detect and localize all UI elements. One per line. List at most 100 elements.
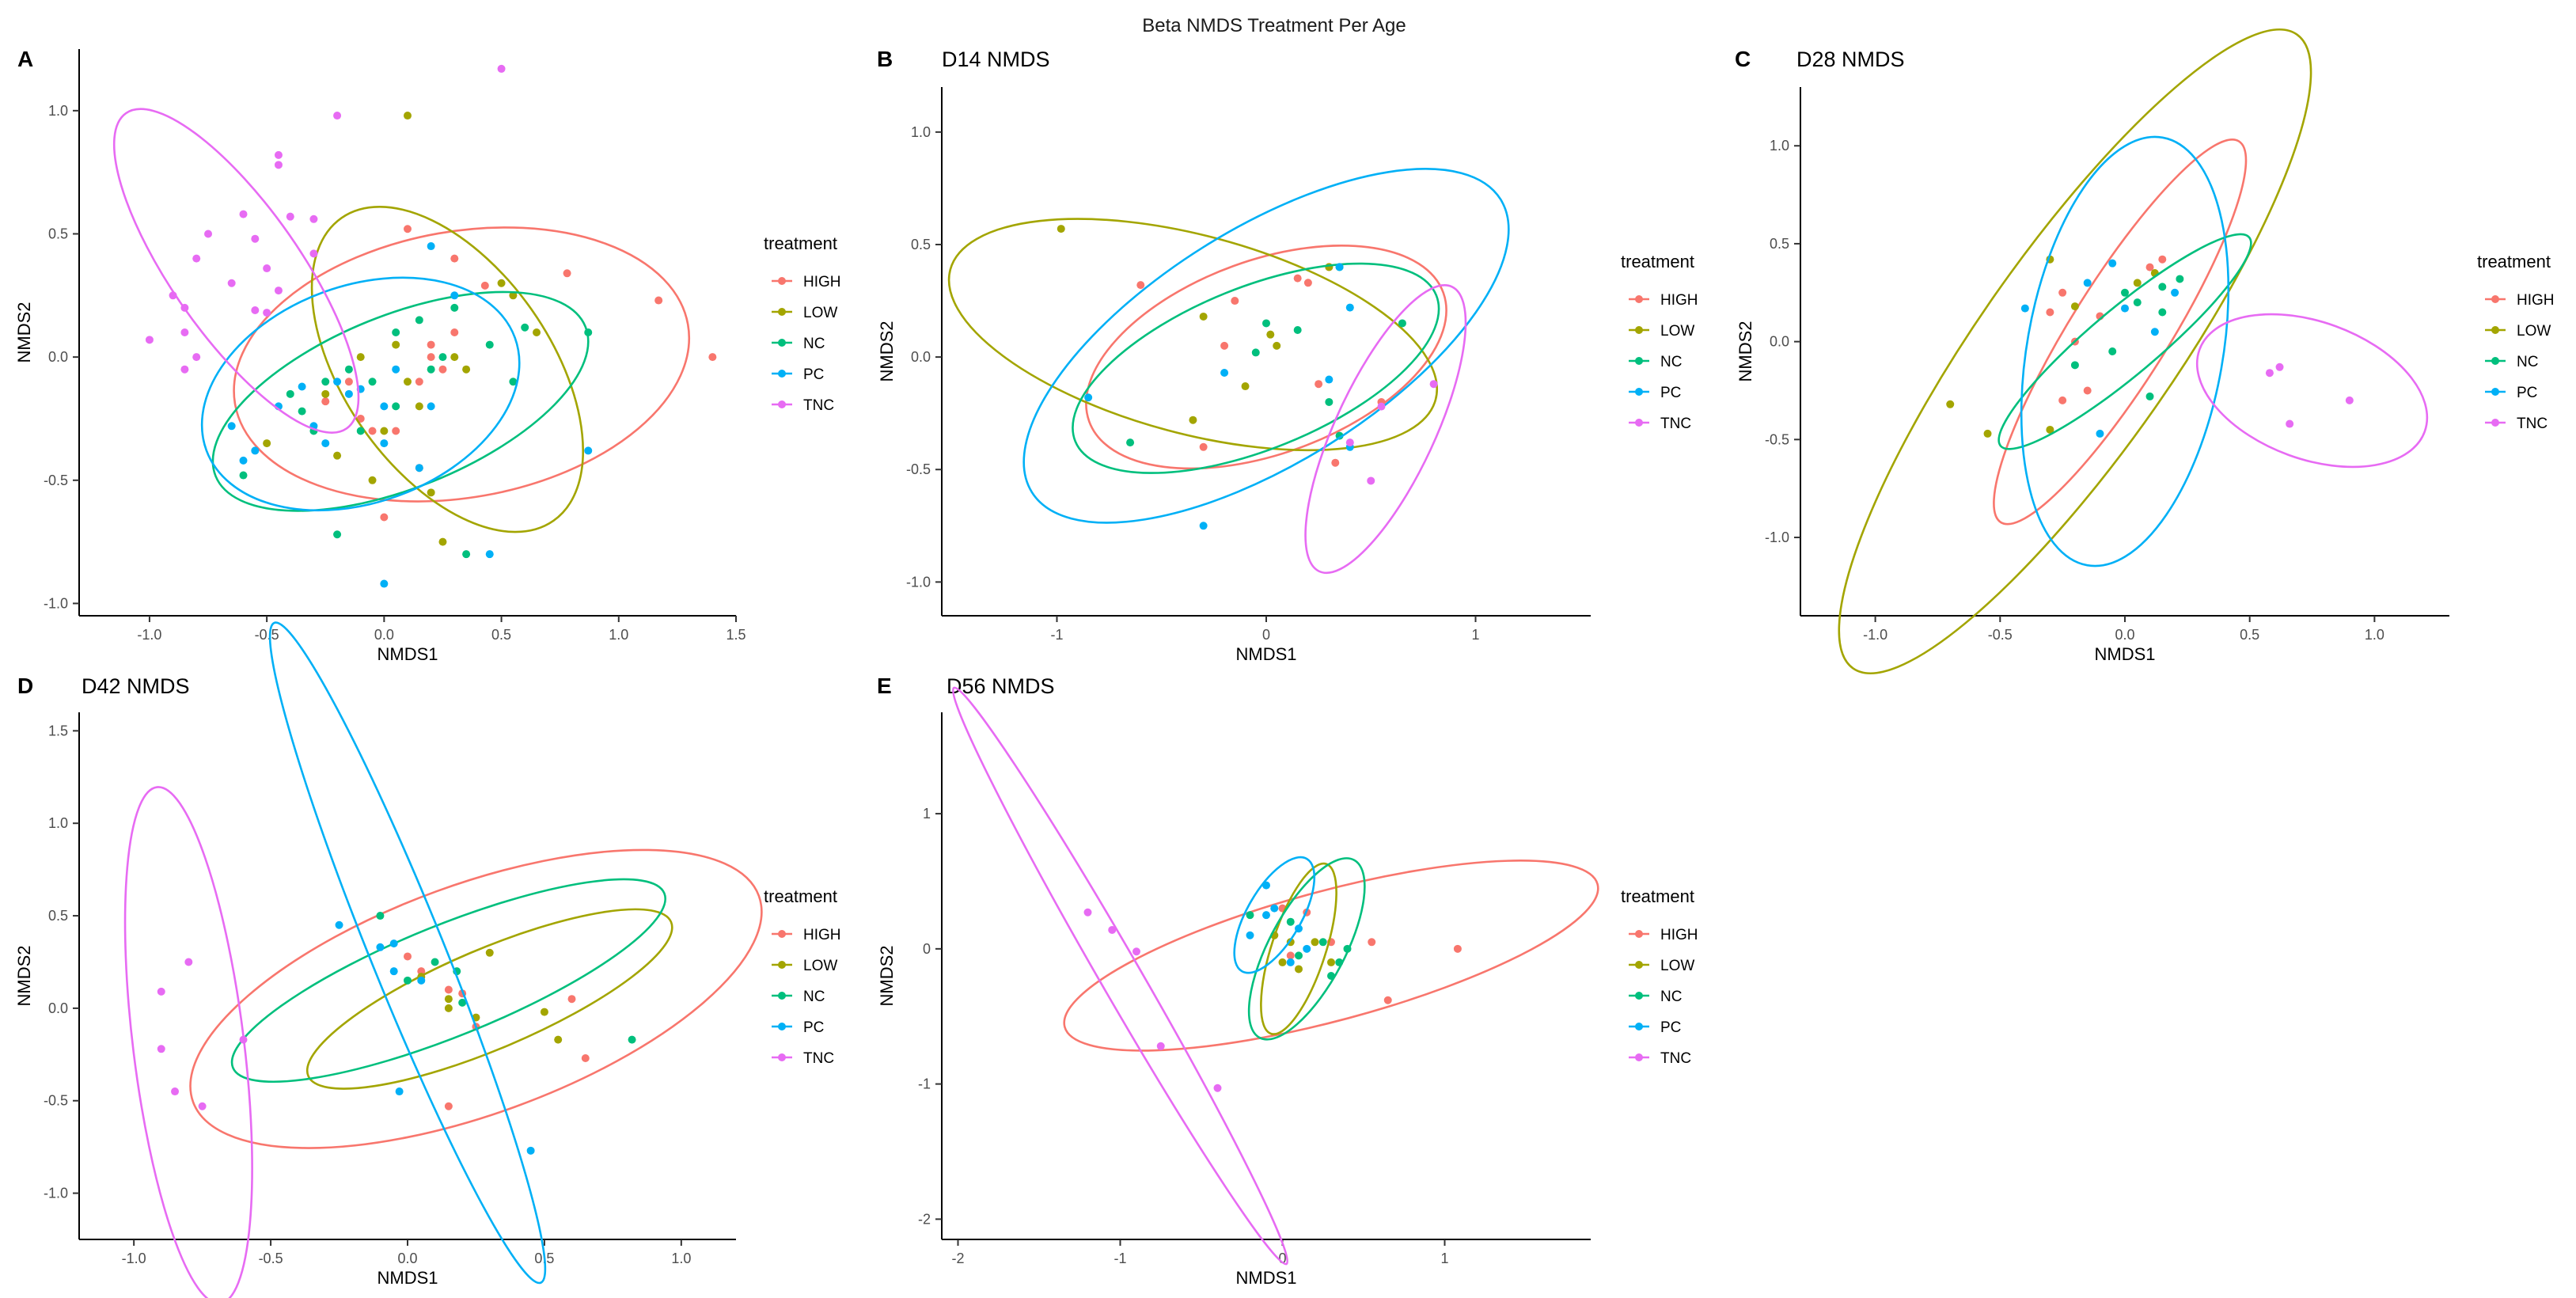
panel-a-point-pc [427,402,435,411]
panel-c-point-low [1983,429,1992,438]
legend-key-point [2491,419,2499,427]
panel-a-ellipse-high [233,226,691,503]
panel-b-letter: B [877,47,893,71]
panel-b-point-high [1231,297,1239,306]
panel-a-point-low [321,389,330,398]
panel-c-point-nc [2158,308,2167,317]
panel-c-point-low [1946,400,1955,408]
panel-e-y-axis-label: NMDS2 [877,945,897,1006]
legend-key-point [1635,295,1643,303]
panel-a-point-nc [392,328,400,336]
panel-a-point-nc [509,378,518,386]
panel-c-ellipse-nc [1997,233,2252,450]
panel-a-point-pc [251,446,260,455]
legend-key-point [2491,388,2499,396]
panel-a-point-low [462,365,471,374]
panel-a-y-tick-label: -0.5 [44,473,68,488]
panel-d-point-nc [431,958,439,966]
panel-c-point-nc [2133,298,2142,307]
panel-a-point-tnc [309,214,318,223]
panel-c-point-high [2058,396,2067,404]
panel-b-point-pc [1325,375,1334,384]
legend-item-high: HIGH [1629,292,1698,309]
panel-e-y-tick-label: -2 [918,1211,931,1227]
legend-label: TNC [2517,416,2548,432]
panel-c-y-tick-label: 1.0 [1770,138,1789,154]
panel-d-point-tnc [239,1035,248,1044]
panel-b-point-high [1220,341,1229,350]
panel-d-point-pc [389,967,398,976]
legend-item-low: LOW [1629,958,1694,974]
panel-a-point-low [533,328,541,336]
panel-a-point-tnc [263,309,271,317]
figure-title: Beta NMDS Treatment Per Age [1142,15,1406,36]
panel-a-point-tnc [497,64,506,73]
panel-d-x-tick-label: 0.0 [397,1251,417,1266]
panel-a-point-low [404,112,412,120]
panel-e: E D56 NMDS-2 -1 0 1-2-101NMDS1NMDS2treatment… [877,674,1698,1288]
panel-a-y-tick-label: -1.0 [44,595,68,611]
panel-e-ellipse-tnc [951,686,1289,1266]
panel-b-y-tick-label: 0.5 [911,237,931,252]
panel-c-point-pc [2020,304,2029,313]
panel-d-point-low [554,1035,563,1044]
panel-c-point-high [2058,288,2067,297]
legend-label: TNC [803,397,834,414]
panel-d-point-tnc [157,987,165,996]
panel-b-point-tnc [1377,402,1386,411]
panel-c-y-tick-label: -0.5 [1765,431,1789,447]
panel-b-point-pc [1084,393,1093,402]
panel-a-point-pc [344,389,353,398]
panel-b-point-nc [1126,438,1135,447]
panel-a-point-high [427,353,435,362]
legend-item-pc: PC [772,366,824,383]
panel-d-point-pc [395,1087,404,1096]
panel-a-point-nc [333,530,342,539]
panel-d-y-axis-label: NMDS2 [14,945,34,1006]
panel-a-point-low [392,340,400,349]
legend-label: NC [803,989,825,1005]
panel-d-x-tick-label: -0.5 [259,1251,283,1266]
legend-label: NC [1660,989,1682,1005]
legend-item-high: HIGH [772,927,841,943]
panel-a-ellipse-nc [211,290,590,512]
panel-e-point-tnc [1156,1042,1165,1050]
panel-a-x-tick-label: 0.0 [374,627,394,643]
panel-e-ellipse-pc [1233,856,1316,974]
panel-a-point-low [380,427,389,435]
legend-label: NC [1660,354,1682,370]
panel-d-y-tick-label: -0.5 [44,1093,68,1109]
panel-e-ellipse-high [1063,860,1599,1052]
panel-b-point-tnc [1345,438,1354,447]
panel-a-point-pc [380,579,389,588]
legend-item-high: HIGH [1629,927,1698,943]
panel-c-point-low [2046,425,2054,434]
panel-a-point-low [415,402,423,411]
legend-item-high: HIGH [2485,292,2555,309]
panel-d-point-nc [376,912,385,920]
panel-d-point-high [404,952,412,961]
panel-a-point-low [450,353,459,362]
panel-b-point-nc [1251,348,1260,357]
panel-b-y-axis-label: NMDS2 [877,321,897,381]
panel-a-point-high [392,427,400,435]
panel-a-point-nc [344,365,353,374]
panel-e-y-tick-label: -1 [918,1076,931,1092]
legend-item-high: HIGH [772,274,841,290]
panel-b-point-nc [1398,319,1406,328]
legend-item-pc: PC [772,1019,824,1036]
panel-a-point-tnc [333,112,342,120]
panel-c-ellipse-high [1993,139,2248,526]
panel-b-x-tick-label: 0 [1262,627,1270,643]
panel-b-point-nc [1293,325,1302,334]
panel-c-y-tick-label: 0.5 [1770,236,1789,252]
panel-a-point-high [344,378,353,386]
panel-d-y-tick-label: 0.5 [48,908,68,924]
panel-c-point-nc [2145,392,2154,400]
panel-a-point-pc [392,365,400,374]
legend-key-point [1635,1053,1643,1061]
panel-d-y-tick-label: 1.5 [48,723,68,738]
legend-key-point [1635,419,1643,427]
panel-a-point-high [427,340,435,349]
panel-d-point-nc [404,976,412,985]
